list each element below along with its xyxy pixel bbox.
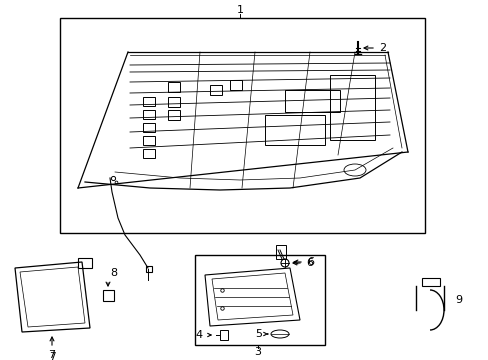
Text: 5: 5 bbox=[254, 329, 262, 339]
Bar bbox=[142, 136, 155, 145]
Bar bbox=[264, 115, 325, 145]
Bar bbox=[142, 149, 155, 158]
Text: 6: 6 bbox=[306, 257, 313, 267]
Bar bbox=[168, 82, 180, 92]
Bar bbox=[329, 75, 374, 140]
Text: 8: 8 bbox=[110, 268, 117, 278]
Text: 3: 3 bbox=[254, 347, 261, 357]
Text: 6: 6 bbox=[305, 258, 312, 268]
Text: 9: 9 bbox=[454, 295, 461, 305]
Bar bbox=[142, 97, 155, 106]
Bar bbox=[142, 110, 155, 119]
Bar bbox=[229, 80, 242, 90]
Text: 4: 4 bbox=[196, 330, 203, 340]
Text: 1: 1 bbox=[236, 5, 243, 15]
Bar bbox=[195, 255, 325, 345]
Bar bbox=[60, 18, 424, 233]
Bar bbox=[168, 97, 180, 107]
Text: 7: 7 bbox=[48, 350, 56, 360]
Bar bbox=[275, 245, 285, 259]
Bar bbox=[142, 123, 155, 132]
Text: 2: 2 bbox=[378, 43, 386, 53]
Bar bbox=[168, 110, 180, 120]
Bar bbox=[103, 290, 114, 301]
Bar bbox=[421, 278, 439, 286]
Bar bbox=[209, 85, 222, 95]
Bar bbox=[78, 258, 92, 268]
Bar bbox=[220, 330, 227, 340]
Text: 7: 7 bbox=[49, 352, 55, 360]
Bar bbox=[285, 90, 339, 112]
